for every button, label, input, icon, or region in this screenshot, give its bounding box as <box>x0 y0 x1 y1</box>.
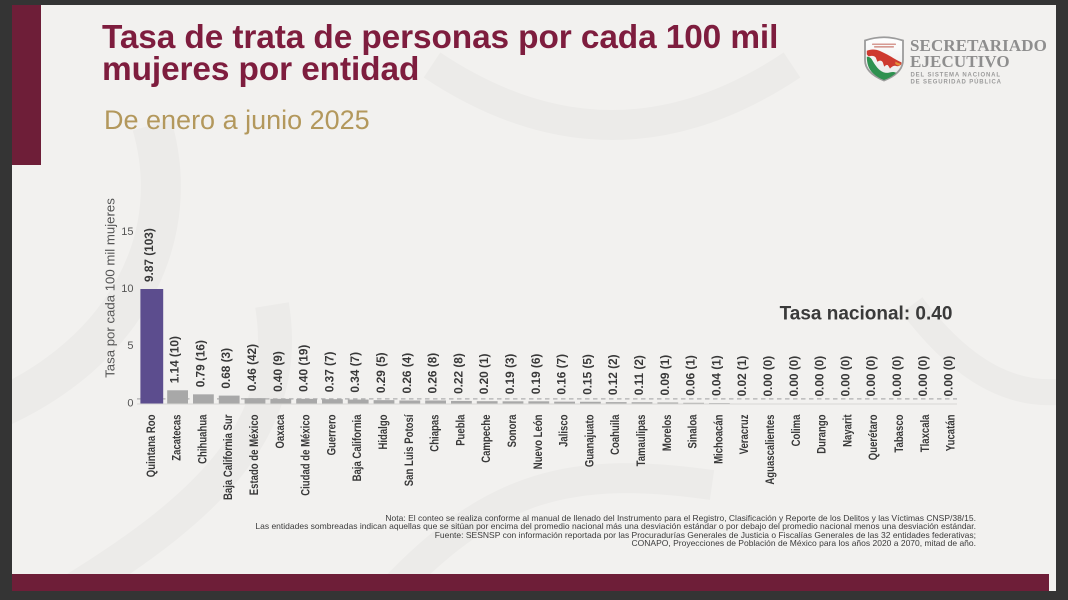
svg-text:Querétaro: Querétaro <box>866 415 880 461</box>
svg-text:0.00 (0): 0.00 (0) <box>787 356 801 397</box>
svg-text:0.00 (0): 0.00 (0) <box>838 356 852 397</box>
svg-text:Durango: Durango <box>815 415 829 454</box>
svg-text:Sonora: Sonora <box>505 414 519 447</box>
svg-text:0.37 (7): 0.37 (7) <box>322 351 336 392</box>
svg-text:Nayarit: Nayarit <box>840 414 854 446</box>
svg-text:DE SEGURIDAD PÚBLICA: DE SEGURIDAD PÚBLICA <box>911 79 1002 86</box>
svg-text:0.00 (0): 0.00 (0) <box>890 356 904 397</box>
svg-text:0.00 (0): 0.00 (0) <box>813 356 827 397</box>
svg-text:0.34 (7): 0.34 (7) <box>348 352 362 393</box>
svg-text:0.22 (8): 0.22 (8) <box>451 353 465 394</box>
svg-text:DEL SISTEMA NACIONAL: DEL SISTEMA NACIONAL <box>911 72 1001 78</box>
svg-text:0.06 (1): 0.06 (1) <box>684 355 698 396</box>
svg-text:0.26 (4): 0.26 (4) <box>400 353 414 394</box>
svg-text:Guanajuato: Guanajuato <box>582 415 596 468</box>
svg-text:0.16 (7): 0.16 (7) <box>555 354 569 395</box>
svg-text:Morelos: Morelos <box>660 414 674 451</box>
svg-text:Aguascalientes: Aguascalientes <box>763 414 777 484</box>
svg-text:0.46 (42): 0.46 (42) <box>245 344 259 391</box>
svg-text:0.79 (16): 0.79 (16) <box>193 340 207 387</box>
svg-text:SECRETARIADO: SECRETARIADO <box>910 36 1047 55</box>
svg-text:Hidalgo: Hidalgo <box>376 415 390 450</box>
svg-text:15: 15 <box>121 226 133 238</box>
svg-text:San Luis Potosí: San Luis Potosí <box>402 414 416 486</box>
svg-text:Oaxaca: Oaxaca <box>273 414 287 448</box>
svg-text:0.11 (2): 0.11 (2) <box>632 355 646 395</box>
svg-text:0.26 (8): 0.26 (8) <box>426 353 440 394</box>
svg-text:Estado de México: Estado de México <box>247 415 261 496</box>
svg-text:10: 10 <box>121 283 133 295</box>
svg-text:0.00 (0): 0.00 (0) <box>864 356 878 397</box>
svg-text:0.19 (6): 0.19 (6) <box>529 354 543 395</box>
svg-text:5: 5 <box>127 340 133 352</box>
svg-text:Quintana Roo: Quintana Roo <box>144 415 158 478</box>
svg-text:Chihuahua: Chihuahua <box>195 414 209 464</box>
svg-text:Guerrero: Guerrero <box>324 415 338 456</box>
svg-text:Veracruz: Veracruz <box>737 414 751 454</box>
svg-text:Colima: Colima <box>789 414 803 446</box>
svg-text:Tabasco: Tabasco <box>892 415 906 453</box>
svg-text:0.29 (5): 0.29 (5) <box>374 352 388 393</box>
svg-text:0: 0 <box>127 397 133 409</box>
svg-text:Puebla: Puebla <box>453 414 467 446</box>
svg-text:EJECUTIVO: EJECUTIVO <box>910 52 1010 71</box>
svg-text:Jalisco: Jalisco <box>557 415 571 447</box>
svg-text:0.20 (1): 0.20 (1) <box>477 353 491 394</box>
svg-text:0.02 (1): 0.02 (1) <box>735 356 749 397</box>
svg-text:Coahuila: Coahuila <box>608 414 622 455</box>
svg-text:Chiapas: Chiapas <box>428 414 442 452</box>
svg-text:Tamaulipas: Tamaulipas <box>634 414 648 466</box>
svg-text:0.15 (5): 0.15 (5) <box>580 354 594 395</box>
svg-text:0.40 (19): 0.40 (19) <box>297 345 311 392</box>
svg-text:0.40 (9): 0.40 (9) <box>271 351 285 392</box>
svg-text:Sinaloa: Sinaloa <box>686 414 700 448</box>
svg-text:0.19 (3): 0.19 (3) <box>503 354 517 395</box>
svg-text:Michoacán: Michoacán <box>711 415 725 464</box>
svg-text:0.12 (2): 0.12 (2) <box>606 354 620 395</box>
svg-text:Zacatecas: Zacatecas <box>170 414 184 461</box>
svg-text:1.14 (10): 1.14 (10) <box>168 336 182 383</box>
svg-text:0.00 (0): 0.00 (0) <box>761 356 775 397</box>
svg-text:Tasa nacional: 0.40: Tasa nacional: 0.40 <box>780 304 953 325</box>
svg-text:0.68 (3): 0.68 (3) <box>219 348 233 389</box>
svg-text:Baja California Sur: Baja California Sur <box>221 414 235 500</box>
svg-text:Ciudad de México: Ciudad de México <box>299 415 313 496</box>
svg-text:Nuevo León: Nuevo León <box>531 415 545 470</box>
svg-text:9.87 (103): 9.87 (103) <box>142 228 156 282</box>
svg-text:Baja California: Baja California <box>350 414 364 481</box>
svg-text:Tasa por cada 100 mil mujeres: Tasa por cada 100 mil mujeres <box>103 198 118 378</box>
svg-text:Yucatán: Yucatán <box>944 415 958 452</box>
svg-text:0.09 (1): 0.09 (1) <box>658 355 672 396</box>
svg-text:0.04 (1): 0.04 (1) <box>709 355 723 396</box>
svg-text:0.00 (0): 0.00 (0) <box>916 356 930 397</box>
svg-text:Campeche: Campeche <box>479 414 493 463</box>
svg-text:Tlaxcala: Tlaxcala <box>918 414 932 452</box>
svg-text:0.00 (0): 0.00 (0) <box>942 356 956 397</box>
